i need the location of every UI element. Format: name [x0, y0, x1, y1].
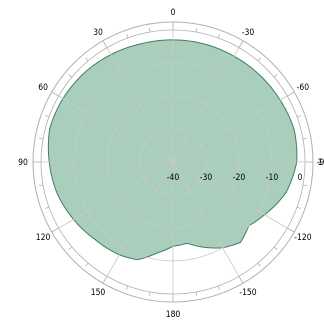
angular-tick — [85, 57, 89, 62]
angular-tick — [85, 262, 89, 267]
angular-grid-spoke — [106, 161, 174, 277]
angular-tick — [51, 91, 59, 97]
angular-tick-label: -150 — [239, 288, 256, 298]
angular-tick-label: -30 — [242, 28, 255, 38]
angular-tick — [45, 206, 50, 209]
radial-tick-label: -30 — [200, 173, 213, 183]
angular-tick — [195, 27, 198, 33]
angular-tick — [148, 27, 151, 33]
angular-tick-label: 60 — [38, 83, 48, 93]
angular-tick — [217, 34, 220, 39]
angular-tick — [102, 276, 108, 284]
angular-tick-label: -120 — [294, 233, 311, 243]
angular-grid-spoke — [58, 161, 174, 229]
angular-tick — [302, 184, 308, 187]
angular-grid-spoke — [172, 161, 240, 277]
angular-tick — [102, 40, 108, 48]
angular-tick — [195, 291, 198, 297]
angular-tick — [126, 34, 129, 39]
angular-tick — [238, 40, 244, 48]
angular-tick — [68, 74, 73, 78]
angular-tick — [51, 227, 59, 233]
angular-tick-label: 90 — [18, 158, 28, 168]
radial-axis-end-label: 1 — [318, 158, 323, 168]
angular-tick-label: 30 — [93, 28, 103, 38]
angular-tick — [273, 74, 278, 78]
radial-tick-label: 0 — [298, 173, 303, 183]
angular-tick — [287, 227, 295, 233]
angular-tick — [257, 57, 261, 62]
angular-tick — [68, 246, 73, 250]
angular-tick — [148, 291, 151, 297]
angular-grid-spoke — [58, 95, 174, 163]
angular-tick — [238, 276, 244, 284]
angular-tick — [45, 115, 50, 118]
radial-tick-label: -10 — [266, 173, 279, 183]
angular-tick-label: 150 — [91, 288, 106, 298]
angular-tick-label: 0 — [171, 8, 176, 18]
angular-tick — [257, 262, 261, 267]
radial-tick-label: -20 — [233, 173, 246, 183]
angular-tick — [217, 285, 220, 290]
angular-grid-spoke — [172, 95, 288, 163]
angular-tick — [296, 206, 301, 209]
angular-tick — [126, 285, 129, 290]
radial-tick-label: -40 — [167, 173, 180, 183]
angular-tick — [38, 137, 44, 140]
angular-tick — [273, 246, 278, 250]
angular-grid-spoke — [172, 47, 240, 163]
angular-tick — [38, 184, 44, 187]
angular-grid-spoke — [106, 47, 174, 163]
angular-tick-label: -90 — [317, 158, 324, 168]
angular-tick-label: -60 — [297, 83, 310, 93]
angular-tick — [287, 91, 295, 97]
angular-tick — [302, 137, 308, 140]
angular-grid-spoke — [172, 161, 288, 229]
angular-tick — [296, 115, 301, 118]
angular-tick-label: 120 — [36, 233, 51, 243]
angular-tick-label: 180 — [166, 310, 181, 320]
